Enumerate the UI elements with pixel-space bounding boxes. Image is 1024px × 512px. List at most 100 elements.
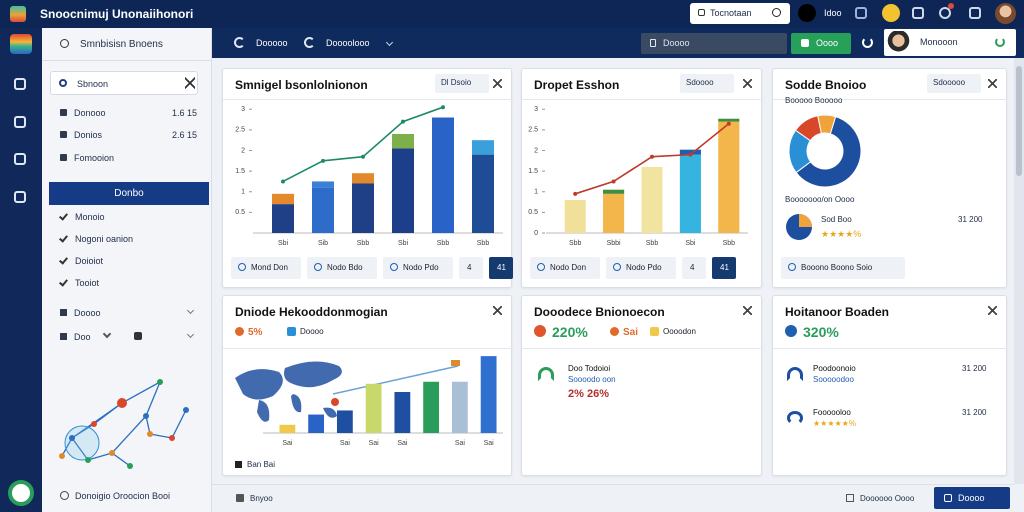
info-icon[interactable] xyxy=(798,4,816,22)
footer-button[interactable]: Doooo xyxy=(934,487,1010,509)
main-header: Dooooo Doooolooo Doooo Oooo Monooon xyxy=(212,28,1024,58)
line-point xyxy=(361,154,365,159)
card: Smnigel bsonlolnionon Dl Dsoio 0.5 1 1.5 2 2.5… xyxy=(222,68,513,288)
network-halo xyxy=(64,425,100,461)
legend-swatch xyxy=(287,327,296,336)
bar xyxy=(451,381,468,433)
card-button[interactable]: Sdoooo xyxy=(680,74,734,93)
trend-line xyxy=(282,106,444,183)
check-label[interactable]: Tooiot xyxy=(75,278,100,288)
line-point xyxy=(573,191,578,196)
rail-icon xyxy=(14,191,26,203)
scroll-thumb xyxy=(1016,66,1022,176)
select-label[interactable]: Doooo xyxy=(74,308,101,318)
network-node xyxy=(169,435,175,441)
card-action[interactable]: Booono Boono Soio xyxy=(781,257,905,279)
item-title: Poodoonoio xyxy=(813,364,856,373)
card-graphic: Sai Sai Sai Sai Sai Sai xyxy=(235,356,503,447)
card-button[interactable]: Dl Dsoio xyxy=(435,74,489,93)
card-action[interactable]: Mond Don xyxy=(231,257,301,279)
divider xyxy=(773,99,1008,100)
card-action-label: 41 xyxy=(720,263,729,272)
network-node xyxy=(59,453,65,459)
legend-swatch xyxy=(650,327,659,336)
rail-icon xyxy=(14,116,26,128)
map-pin xyxy=(331,398,339,406)
card-action[interactable]: 41 xyxy=(712,257,736,279)
line-point xyxy=(688,152,693,157)
card-button-label: Dl Dsoio xyxy=(441,78,472,87)
stat-dot xyxy=(785,325,797,337)
green-button[interactable]: Oooo xyxy=(791,33,851,54)
checkmark xyxy=(59,255,68,265)
button-icon xyxy=(801,39,809,47)
card: Dniode Hekooddonmogian Sai Sai Sai Sai Sai Sai… xyxy=(222,295,513,476)
x-tick-label: Sai xyxy=(282,440,293,447)
footer-swatch xyxy=(235,461,242,468)
y-tick-label: 2.5 xyxy=(528,127,538,134)
search-box[interactable]: Tocnotaan xyxy=(690,3,790,24)
tab[interactable]: Dooooo xyxy=(256,38,288,48)
line-point xyxy=(611,179,616,184)
check-label[interactable]: Monoio xyxy=(75,212,105,222)
check-label[interactable]: Doioiot xyxy=(75,256,104,266)
item-value: 31 200 xyxy=(962,364,987,373)
bar-segment xyxy=(392,134,414,149)
header-input[interactable]: Doooo xyxy=(641,33,787,54)
bar-segment xyxy=(718,118,740,122)
card-action[interactable]: 4 xyxy=(682,257,706,279)
network-node xyxy=(127,463,133,469)
sidebar-search[interactable]: Smnbisisn Bnoens xyxy=(80,39,163,50)
select-label[interactable]: Doo xyxy=(74,332,91,342)
close-icon[interactable] xyxy=(185,76,195,90)
bar-segment xyxy=(272,193,294,205)
user-card[interactable]: Monooon xyxy=(884,29,1016,56)
close-icon[interactable] xyxy=(988,79,997,88)
footer-left[interactable]: Bnyoo xyxy=(250,494,273,503)
check-label[interactable]: Nogoni oanion xyxy=(75,234,134,244)
card-action[interactable]: Nodo Bdo xyxy=(307,257,377,279)
item-label[interactable]: Fomooion xyxy=(74,153,115,163)
user-name: Monooon xyxy=(920,37,958,47)
item-label[interactable]: Donios xyxy=(74,130,103,140)
stat-icon-slice xyxy=(799,214,812,227)
x-tick-label: Sai xyxy=(455,440,466,447)
network-edge xyxy=(71,423,95,439)
divider xyxy=(223,348,513,349)
card-action[interactable]: 41 xyxy=(489,257,513,279)
network-edge xyxy=(71,437,89,461)
card-action[interactable]: 4 xyxy=(459,257,483,279)
bar xyxy=(336,410,353,433)
primary-button[interactable]: Donbo xyxy=(49,182,209,205)
card-action[interactable]: Nodo Pdo xyxy=(383,257,453,279)
close-icon[interactable] xyxy=(743,306,752,315)
card-action[interactable]: Nodo Don xyxy=(530,257,600,279)
chevron xyxy=(186,330,195,339)
avatar[interactable] xyxy=(995,3,1016,24)
y-tick-label: 0.5 xyxy=(235,209,245,216)
close-icon[interactable] xyxy=(743,79,752,88)
divider xyxy=(522,99,763,100)
bar-segment xyxy=(312,181,334,188)
close-icon[interactable] xyxy=(988,306,997,315)
action-icon xyxy=(390,263,398,271)
top-bar: Snoocnimuj Unonaiihonori Tocnotaan Idoo xyxy=(0,0,1024,28)
card-title: Sodde Bnoioo xyxy=(785,78,867,92)
card-title: Smnigel bsonlolnionon xyxy=(235,78,368,92)
filter-box[interactable]: Sbnoon xyxy=(50,71,198,95)
card-button[interactable]: Sdooooo xyxy=(927,74,981,93)
close-icon[interactable] xyxy=(493,79,502,88)
y-tick-label: 3 xyxy=(534,106,538,113)
card-action[interactable]: Nodo Pdo xyxy=(606,257,676,279)
close-icon[interactable] xyxy=(493,306,502,315)
x-tick-label: Sbb xyxy=(477,240,490,247)
network-edge xyxy=(171,409,187,439)
top-link[interactable]: Idoo xyxy=(824,8,842,18)
notify-icon[interactable] xyxy=(882,4,900,22)
line-point xyxy=(401,119,405,124)
bar xyxy=(423,381,440,433)
tab[interactable]: Doooolooo xyxy=(326,38,370,48)
item-label[interactable]: Donooo xyxy=(74,108,106,118)
add-button[interactable] xyxy=(8,480,34,506)
stat-value: 320% xyxy=(803,324,839,340)
